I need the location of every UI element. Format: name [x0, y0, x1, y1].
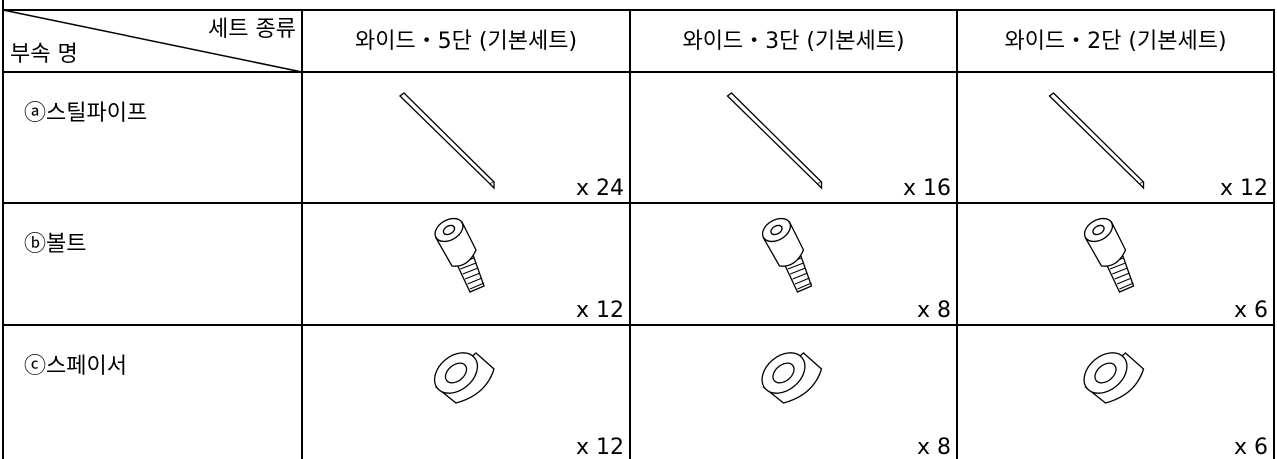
bolt-hex [1092, 224, 1105, 236]
part-name: ⓑ볼트 [24, 232, 86, 257]
quantity: x 12 [1220, 176, 1268, 201]
pipe [726, 92, 823, 185]
pipe-tip [1139, 182, 1145, 190]
bolt-ridge [1114, 272, 1130, 280]
part-icon [726, 92, 823, 190]
part-icon [761, 352, 823, 404]
bolt-ridge [465, 272, 481, 280]
corner-top: 세트 종류 [208, 17, 296, 42]
part-icon [1083, 217, 1135, 293]
bolt-ridge [790, 267, 806, 275]
column-header: 와이드・5단 (기본세트) [355, 29, 577, 54]
diagonal [2, 9, 303, 73]
bolt-hex [770, 224, 783, 236]
part-icon [399, 92, 496, 190]
corner-bottom: 부속 명 [10, 42, 78, 67]
pipe-tip [817, 182, 823, 190]
spacer-hole [444, 362, 468, 384]
column-header: 와이드・2단 (기본세트) [1004, 29, 1226, 54]
part-name: ⓐ스틸파이프 [24, 101, 147, 126]
quantity: x 12 [576, 435, 624, 459]
bolt-hex [442, 224, 456, 236]
bolt-ridge [1112, 267, 1128, 275]
bolt-ridge [467, 277, 483, 285]
pipe [399, 92, 496, 185]
quantity: x 12 [576, 298, 624, 323]
bolt-ridge [794, 277, 810, 285]
bolt-ridge [469, 282, 485, 290]
part-name: ⓒ스페이서 [24, 354, 127, 379]
part-icon [1048, 92, 1145, 190]
table-border [2, 9, 1275, 459]
bolt-ridge [792, 272, 808, 280]
quantity: x 8 [917, 435, 951, 459]
quantity: x 16 [903, 176, 951, 201]
part-icon [761, 217, 813, 293]
column-header: 와이드・3단 (기본세트) [682, 29, 904, 54]
part-icon [433, 352, 495, 404]
bolt-ridge [462, 267, 479, 275]
part-icon [1083, 352, 1145, 404]
part-icon [434, 217, 485, 293]
quantity: x 6 [1234, 435, 1268, 459]
pipe-tip [489, 182, 495, 190]
spacer-hole [1094, 362, 1117, 384]
bolt-ridge [787, 262, 804, 270]
bolt-ridge [1116, 277, 1132, 285]
quantity: x 8 [917, 298, 951, 323]
quantity: x 6 [1234, 298, 1268, 323]
bolt-ridge [797, 282, 812, 290]
bolt-ridge [1119, 282, 1134, 290]
pipe [1048, 92, 1145, 185]
quantity: x 24 [576, 176, 624, 201]
bolt-ridge [1109, 262, 1126, 270]
spacer-hole [772, 362, 795, 384]
bolt-ridge [460, 262, 477, 270]
